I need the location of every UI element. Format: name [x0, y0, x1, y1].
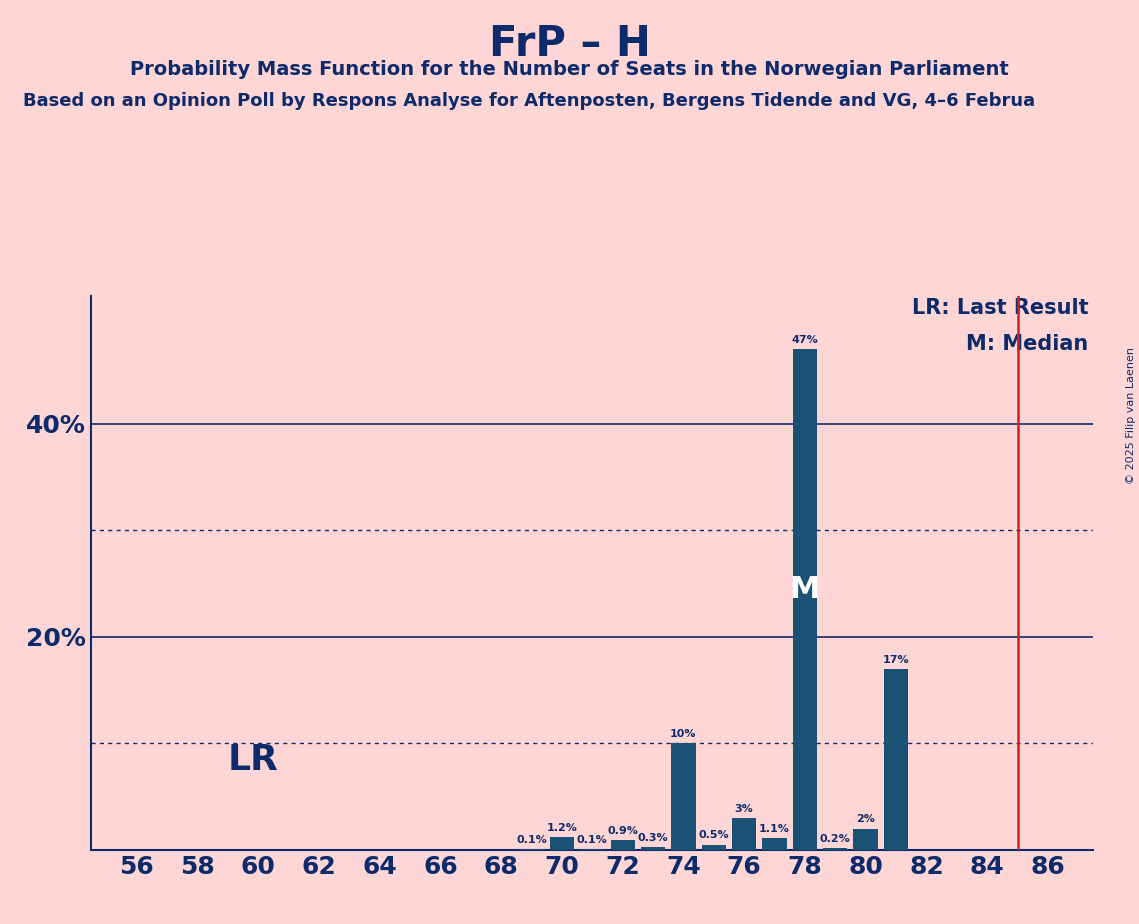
Text: 10%: 10% [670, 729, 697, 739]
Bar [732, 818, 756, 850]
Bar [823, 848, 847, 850]
Text: 17%: 17% [883, 654, 909, 664]
Text: 0.1%: 0.1% [516, 834, 547, 845]
Bar [580, 849, 605, 850]
Text: M: M [789, 575, 820, 604]
Text: 0.9%: 0.9% [607, 826, 638, 836]
Text: M: Median: M: Median [966, 334, 1089, 355]
Text: Probability Mass Function for the Number of Seats in the Norwegian Parliament: Probability Mass Function for the Number… [130, 60, 1009, 79]
Text: 0.2%: 0.2% [820, 833, 851, 844]
Text: 0.1%: 0.1% [577, 834, 607, 845]
Text: 0.5%: 0.5% [698, 831, 729, 841]
Bar [853, 829, 878, 850]
Bar [641, 847, 665, 850]
Bar [671, 744, 696, 850]
Text: 0.3%: 0.3% [638, 833, 669, 843]
Text: Based on an Opinion Poll by Respons Analyse for Aftenposten, Bergens Tidende and: Based on an Opinion Poll by Respons Anal… [23, 92, 1035, 110]
Bar [884, 669, 908, 850]
Text: 1.2%: 1.2% [547, 823, 577, 833]
Bar [550, 837, 574, 850]
Text: LR: LR [228, 743, 279, 777]
Text: © 2025 Filip van Laenen: © 2025 Filip van Laenen [1126, 347, 1136, 484]
Bar [611, 841, 634, 850]
Bar [793, 349, 817, 850]
Bar [762, 838, 787, 850]
Text: 1.1%: 1.1% [759, 824, 790, 834]
Text: FrP – H: FrP – H [489, 23, 650, 65]
Text: LR: Last Result: LR: Last Result [912, 298, 1089, 319]
Text: 2%: 2% [857, 814, 875, 824]
Bar [702, 845, 726, 850]
Bar [519, 849, 543, 850]
Text: 3%: 3% [735, 804, 754, 814]
Text: 47%: 47% [792, 334, 818, 345]
